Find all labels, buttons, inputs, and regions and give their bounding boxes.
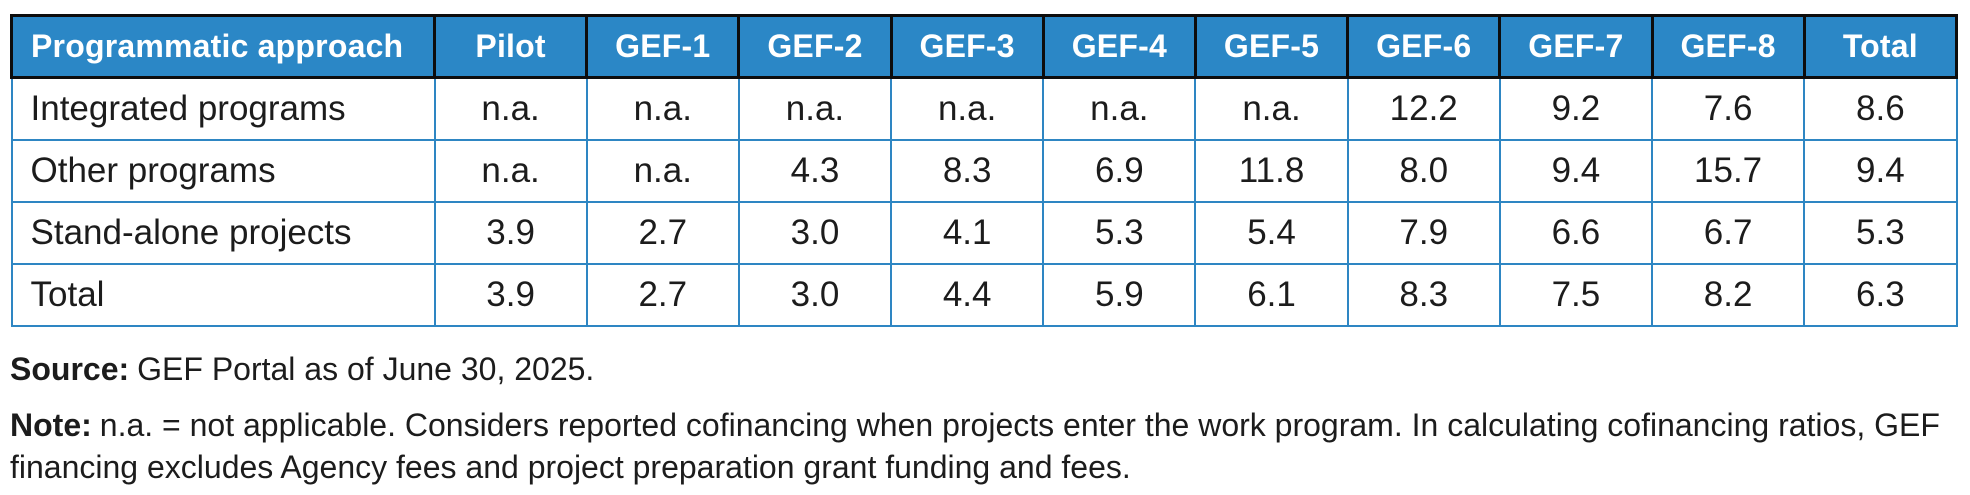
data-cell: 6.9 — [1042, 139, 1197, 203]
data-cell: 5.9 — [1042, 263, 1197, 327]
data-cell: 15.7 — [1650, 139, 1806, 203]
data-cell: n.a. — [890, 76, 1045, 141]
table-row: Stand-alone projects 3.9 2.7 3.0 4.1 5.3 5.4 7.… — [10, 201, 1958, 265]
data-cell: 9.2 — [1498, 76, 1654, 141]
col-header-gef-1: GEF-1 — [585, 14, 741, 79]
table-row: Total 3.9 2.7 3.0 4.4 5.9 6.1 8.3 7.5 8.2 6.3 — [10, 263, 1958, 327]
table-row: Other programs n.a. n.a. 4.3 8.3 6.9 11.8 8.0 9.… — [10, 139, 1958, 203]
data-cell: 9.4 — [1803, 139, 1958, 203]
source-line: Source: GEF Portal as of June 30, 2025. — [10, 349, 1958, 389]
data-cell: 3.9 — [433, 201, 588, 265]
data-cell: 2.7 — [585, 201, 740, 265]
data-cell: 6.6 — [1498, 201, 1654, 265]
col-header-gef-3: GEF-3 — [889, 14, 1045, 79]
data-cell: 3.0 — [737, 201, 893, 265]
col-header-total: Total — [1802, 14, 1959, 79]
data-cell: 6.1 — [1194, 263, 1349, 327]
data-cell: n.a. — [737, 76, 893, 141]
data-cell: 5.3 — [1042, 201, 1197, 265]
data-cell: 8.2 — [1650, 263, 1806, 327]
cofinancing-ratio-table: Programmatic approach Pilot GEF-1 GEF-2 GEF-… — [10, 14, 1959, 327]
data-cell: 6.3 — [1803, 263, 1958, 327]
row-label: Integrated programs — [10, 76, 436, 141]
data-cell: 3.0 — [737, 263, 893, 327]
data-cell: 8.3 — [890, 139, 1045, 203]
col-header-programmatic-approach: Programmatic approach — [10, 14, 436, 79]
data-cell: 3.9 — [433, 263, 588, 327]
data-cell: n.a. — [1194, 76, 1349, 141]
data-cell: 4.3 — [737, 139, 893, 203]
data-cell: n.a. — [1042, 76, 1197, 141]
data-cell: 11.8 — [1194, 139, 1349, 203]
col-header-gef-7: GEF-7 — [1498, 14, 1654, 79]
note-text: n.a. = not applicable. Considers reporte… — [10, 407, 1940, 485]
data-cell: 4.4 — [890, 263, 1045, 327]
data-cell: 7.9 — [1346, 201, 1501, 265]
row-label: Stand-alone projects — [10, 201, 436, 265]
data-cell: 7.5 — [1498, 263, 1654, 327]
data-cell: 8.6 — [1803, 76, 1958, 141]
data-cell: 9.4 — [1498, 139, 1654, 203]
row-label: Other programs — [10, 139, 436, 203]
col-header-gef-4: GEF-4 — [1041, 14, 1197, 79]
data-cell: 2.7 — [585, 263, 740, 327]
data-cell: n.a. — [585, 139, 740, 203]
col-header-gef-8: GEF-8 — [1650, 14, 1806, 79]
data-cell: 8.0 — [1346, 139, 1501, 203]
source-label: Source: — [10, 351, 130, 387]
col-header-gef-2: GEF-2 — [737, 14, 893, 79]
data-cell: 12.2 — [1346, 76, 1501, 141]
data-cell: 5.3 — [1803, 201, 1958, 265]
data-cell: n.a. — [433, 76, 588, 141]
data-cell: 6.7 — [1650, 201, 1806, 265]
data-cell: 5.4 — [1194, 201, 1349, 265]
data-cell: 7.6 — [1650, 76, 1806, 141]
data-cell: n.a. — [433, 139, 588, 203]
table-row: Integrated programs n.a. n.a. n.a. n.a. n.a. n… — [10, 76, 1958, 141]
note-label: Note: — [10, 407, 92, 443]
note-line: Note: n.a. = not applicable. Considers re… — [10, 405, 1958, 488]
col-header-gef-6: GEF-6 — [1346, 14, 1502, 79]
source-text: GEF Portal as of June 30, 2025. — [137, 351, 595, 387]
data-cell: 8.3 — [1346, 263, 1501, 327]
col-header-gef-5: GEF-5 — [1193, 14, 1350, 79]
data-cell: 4.1 — [890, 201, 1045, 265]
row-label: Total — [10, 263, 436, 327]
col-header-pilot: Pilot — [432, 14, 589, 79]
table-header-row: Programmatic approach Pilot GEF-1 GEF-2 GEF-… — [10, 14, 1959, 79]
data-cell: n.a. — [585, 76, 740, 141]
